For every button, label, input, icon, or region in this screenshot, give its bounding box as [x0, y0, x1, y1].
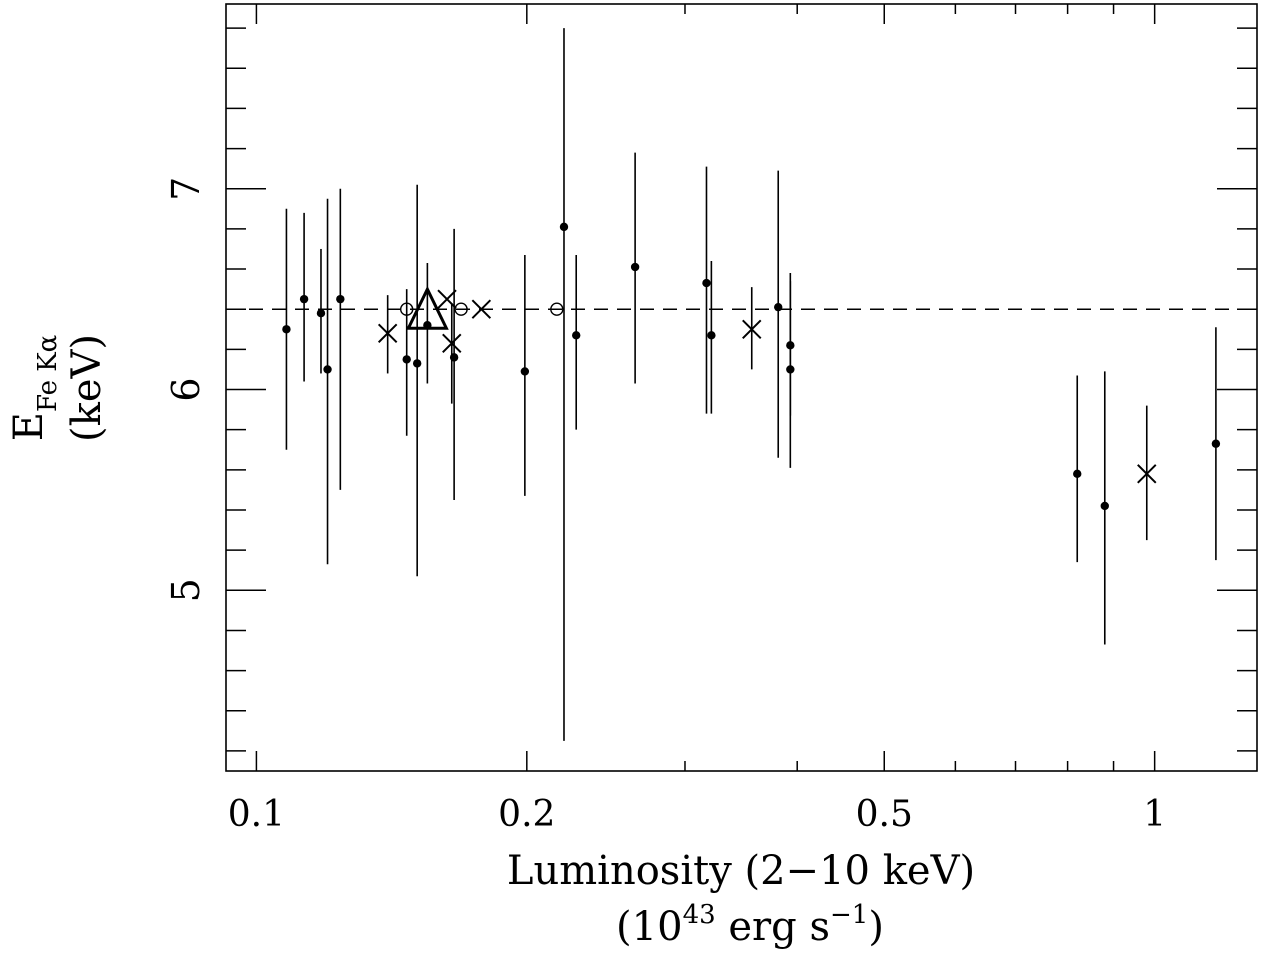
open-circle-marker: [454, 302, 468, 316]
cross-marker: [437, 289, 457, 309]
y-axis-label-quantity: EFe Kα: [6, 335, 63, 441]
data-point: [1211, 439, 1221, 448]
data-point: [707, 331, 716, 340]
open-circle-marker: [400, 302, 414, 316]
x-axis-unit-exponent: 43: [683, 900, 716, 930]
cross-marker: [742, 319, 762, 339]
y-axis-label-subscript: Fe Kα: [33, 335, 63, 412]
data-point: [336, 294, 345, 304]
x-tick-label: 0.5: [856, 794, 913, 835]
open-circle-marker: [550, 302, 564, 316]
y-tick-label: 5: [164, 578, 208, 602]
x-axis-unit-exponent2: −1: [830, 900, 868, 930]
x-axis-unit-open: (10: [616, 904, 683, 950]
data-point: [630, 262, 640, 272]
data-point: [402, 355, 411, 364]
data-point: [774, 302, 783, 312]
plot-frame: [225, 3, 1258, 772]
data-point: [1100, 501, 1109, 511]
data-point: [323, 365, 332, 374]
x-tick-label: 1: [1143, 794, 1166, 835]
data-point: [412, 359, 422, 368]
data-point: [702, 278, 711, 288]
cross-marker: [1137, 464, 1157, 484]
y-tick-label: 7: [164, 177, 208, 201]
data-marks: [282, 28, 1221, 741]
data-point: [786, 365, 795, 374]
cross-marker: [442, 333, 462, 354]
data-point: [316, 309, 326, 318]
y-tick-label: 6: [164, 377, 208, 401]
y-axis-label: EFe Kα (keV): [6, 334, 110, 442]
data-point: [299, 294, 309, 304]
y-axis-label-main: E: [6, 412, 52, 441]
data-point: [1073, 469, 1082, 479]
data-point: [559, 222, 569, 232]
cross-marker: [471, 299, 492, 319]
tick-labels: 0.1 0.2 0.5 1 5 6 7: [164, 177, 1166, 835]
y-axis-label-unit: (keV): [64, 334, 110, 442]
data-point: [520, 367, 530, 376]
x-axis-label-line2: (1043 erg s−1): [616, 900, 884, 950]
x-tick-label: 0.1: [228, 794, 285, 835]
cross-marker: [377, 323, 398, 343]
x-axis-label-line1: Luminosity (2−10 keV): [507, 848, 975, 894]
triangle-marker: [405, 285, 449, 330]
axis-ticks: [226, 4, 1257, 771]
data-point: [282, 325, 291, 334]
x-tick-label: 0.2: [498, 794, 555, 835]
x-axis-unit-close: ): [868, 904, 884, 950]
data-point: [572, 331, 581, 340]
x-axis-unit-middle: erg s: [716, 904, 830, 950]
